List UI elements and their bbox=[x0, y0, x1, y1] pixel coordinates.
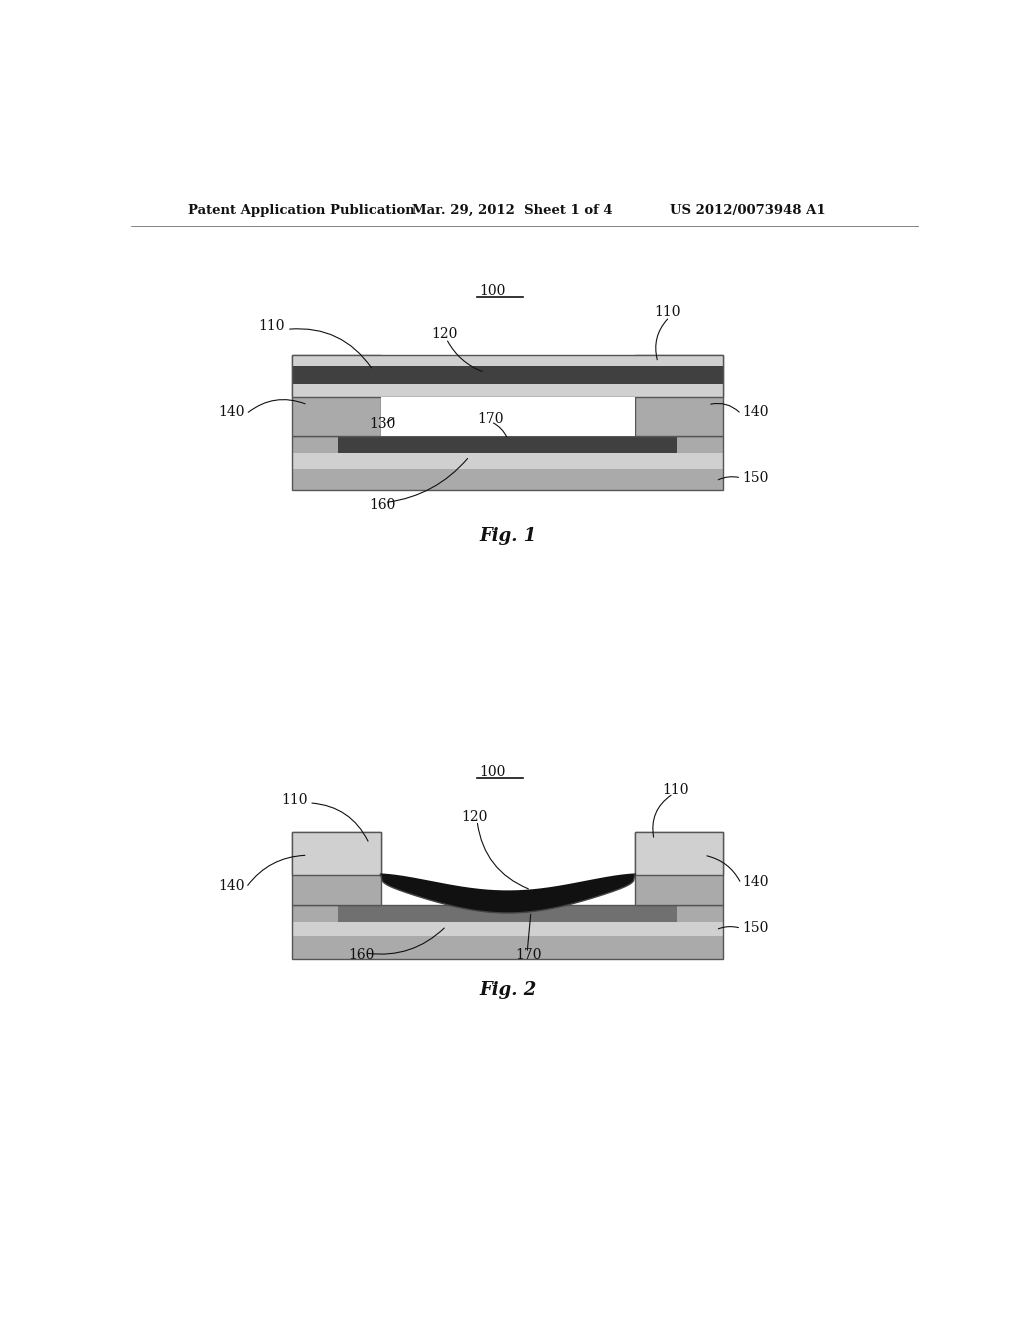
Text: Patent Application Publication: Patent Application Publication bbox=[188, 205, 415, 218]
Bar bbox=[292, 355, 381, 436]
Text: 140: 140 bbox=[218, 879, 245, 894]
Bar bbox=[292, 906, 724, 960]
Text: 130: 130 bbox=[370, 417, 395, 432]
Bar bbox=[339, 436, 677, 453]
Text: 160: 160 bbox=[348, 948, 375, 962]
Text: 150: 150 bbox=[742, 471, 769, 484]
Bar bbox=[292, 367, 724, 384]
Bar bbox=[292, 923, 724, 936]
Bar bbox=[292, 936, 724, 960]
Polygon shape bbox=[381, 874, 635, 913]
Text: Fig. 1: Fig. 1 bbox=[479, 527, 537, 545]
Text: 110: 110 bbox=[654, 305, 681, 319]
Bar bbox=[339, 906, 677, 923]
Text: Mar. 29, 2012  Sheet 1 of 4: Mar. 29, 2012 Sheet 1 of 4 bbox=[412, 205, 612, 218]
Bar bbox=[292, 453, 724, 470]
Text: 100: 100 bbox=[479, 766, 506, 779]
Text: 160: 160 bbox=[370, 498, 395, 512]
Bar bbox=[292, 906, 724, 960]
Bar bbox=[635, 832, 724, 906]
Bar bbox=[292, 832, 381, 906]
Text: Fig. 2: Fig. 2 bbox=[479, 981, 537, 999]
Bar bbox=[292, 436, 724, 490]
Text: 110: 110 bbox=[662, 783, 688, 797]
Bar bbox=[635, 355, 724, 436]
Bar bbox=[292, 355, 724, 397]
Bar bbox=[292, 470, 724, 490]
Text: 120: 120 bbox=[462, 809, 488, 824]
Bar bbox=[292, 355, 724, 397]
Text: 140: 140 bbox=[742, 405, 769, 420]
Text: 150: 150 bbox=[742, 921, 769, 936]
Bar bbox=[292, 832, 381, 906]
Text: 110: 110 bbox=[282, 793, 307, 807]
Bar bbox=[292, 436, 724, 490]
Bar bbox=[381, 397, 635, 436]
Bar bbox=[292, 832, 381, 874]
Text: 100: 100 bbox=[479, 284, 506, 298]
Bar bbox=[635, 832, 724, 874]
Bar bbox=[635, 832, 724, 906]
Text: 110: 110 bbox=[258, 319, 285, 333]
Text: 120: 120 bbox=[431, 327, 458, 341]
Bar bbox=[635, 832, 724, 874]
Text: 170: 170 bbox=[515, 948, 542, 962]
Text: 170: 170 bbox=[477, 412, 504, 425]
Text: 140: 140 bbox=[218, 405, 245, 420]
Bar bbox=[635, 355, 724, 436]
Text: US 2012/0073948 A1: US 2012/0073948 A1 bbox=[670, 205, 825, 218]
Bar bbox=[292, 832, 381, 874]
Text: 140: 140 bbox=[742, 875, 769, 890]
Bar bbox=[292, 355, 381, 436]
